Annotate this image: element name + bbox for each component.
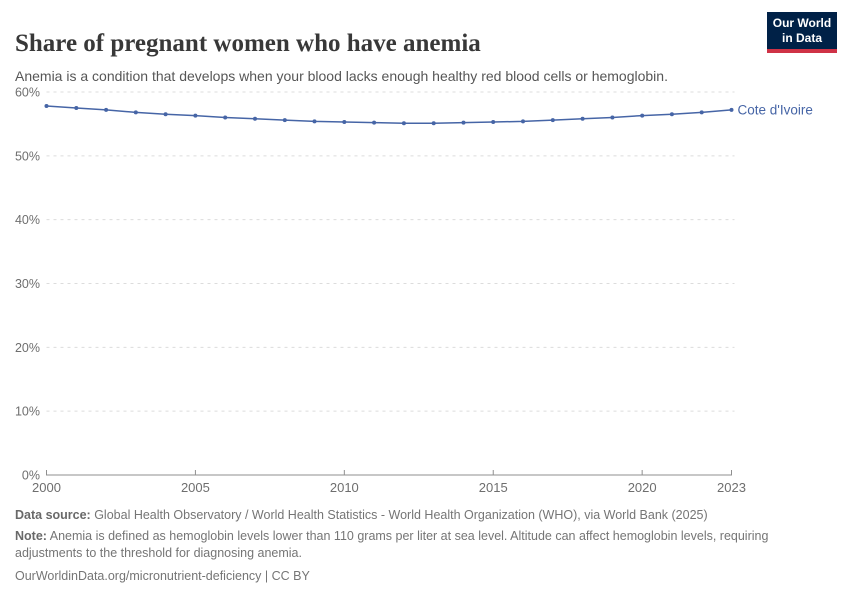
note-text: Anemia is defined as hemoglobin levels l…: [15, 529, 769, 560]
data-point[interactable]: [193, 113, 198, 118]
y-tick-label: 30%: [15, 277, 40, 291]
data-point[interactable]: [431, 121, 436, 126]
x-tick-label: 2023: [717, 480, 746, 495]
data-source-label: Data source:: [15, 508, 91, 522]
data-point[interactable]: [133, 110, 138, 115]
data-source-line: Data source: Global Health Observatory /…: [15, 507, 837, 524]
page-title: Share of pregnant women who have anemia: [15, 29, 481, 57]
data-point[interactable]: [223, 115, 228, 120]
x-tick-label: 2020: [628, 480, 657, 495]
chart-footer: Data source: Global Health Observatory /…: [15, 507, 837, 589]
owid-citation-link[interactable]: OurWorldinData.org/micronutrient-deficie…: [15, 569, 310, 583]
x-tick-label: 2005: [181, 480, 210, 495]
data-point[interactable]: [699, 110, 704, 115]
owid-logo-line1: Our World: [772, 16, 832, 30]
data-point[interactable]: [253, 116, 257, 121]
owid-logo-line2: in Data: [781, 31, 822, 45]
data-source-text: Global Health Observatory / World Health…: [90, 508, 708, 522]
note-label: Note:: [15, 529, 47, 543]
entity-label[interactable]: Cote d'Ivoire: [738, 102, 813, 117]
data-point[interactable]: [521, 119, 525, 124]
y-tick-label: 60%: [15, 86, 40, 100]
data-point[interactable]: [610, 115, 615, 120]
data-point[interactable]: [669, 112, 674, 117]
y-tick-label: 40%: [15, 213, 40, 227]
data-point[interactable]: [104, 107, 109, 112]
data-point[interactable]: [580, 116, 585, 121]
x-tick-label: 2015: [479, 480, 508, 495]
data-point[interactable]: [461, 120, 466, 125]
y-tick-label: 20%: [15, 341, 40, 355]
chart-subtitle: Anemia is a condition that develops when…: [15, 68, 668, 84]
line-chart: 0% 10% 20% 30% 40% 50% 60% 2000 2005 2010 2015 2020…: [15, 86, 813, 496]
owid-logo[interactable]: Our World in Data: [767, 12, 837, 53]
data-point[interactable]: [640, 113, 645, 118]
note-line: Note: Anemia is defined as hemoglobin le…: [15, 528, 837, 562]
trend-line[interactable]: [46, 105, 732, 125]
data-point[interactable]: [74, 106, 79, 110]
data-point[interactable]: [372, 120, 377, 125]
x-tick-label: 2010: [330, 480, 359, 495]
y-tick-label: 10%: [15, 405, 40, 419]
data-point[interactable]: [44, 104, 49, 108]
data-point[interactable]: [163, 112, 168, 117]
y-tick-label: 0%: [22, 469, 40, 483]
data-point[interactable]: [342, 120, 347, 124]
x-tick-label: 2000: [32, 480, 61, 495]
y-tick-label: 50%: [15, 149, 40, 163]
data-point[interactable]: [401, 121, 406, 126]
data-point[interactable]: [312, 119, 317, 124]
data-point[interactable]: [729, 107, 734, 112]
data-point[interactable]: [282, 118, 287, 123]
data-point[interactable]: [491, 120, 496, 124]
data-point[interactable]: [550, 118, 555, 123]
